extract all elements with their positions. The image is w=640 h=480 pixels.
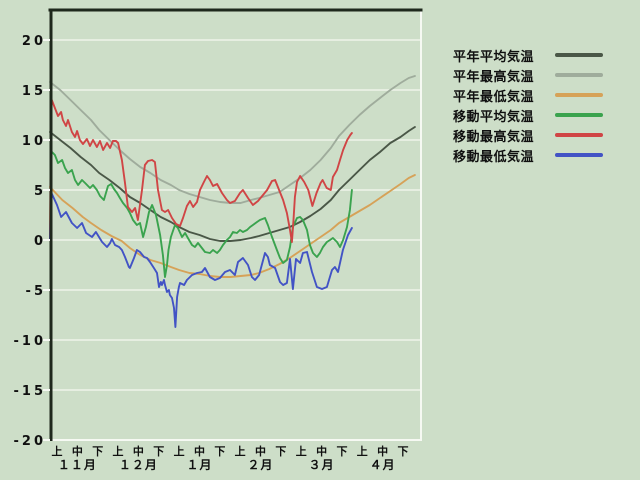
x-period-label: 中 [255,444,266,458]
x-month-label: １２月 [119,458,158,472]
y-axis-label--10: -10 [14,334,47,349]
legend-item-heinen_min: 平年最低気温 [453,85,603,105]
legend-swatch-heinen_max [555,73,603,77]
x-month-label: １月 [186,458,212,472]
legend-swatch-ido_min [555,153,603,157]
x-month-label: ３月 [309,458,335,472]
legend-item-heinen_avg: 平年平均気温 [453,45,603,65]
y-axis-label-5: 5 [34,184,46,199]
series-line-heinen_avg [49,126,416,242]
y-axis-label--5: -5 [26,284,46,299]
x-period-label: 下 [398,445,409,458]
y-axis-label-20: 20 [22,34,46,49]
y-axis-label--15: -15 [14,384,47,399]
legend-swatch-ido_max [555,133,603,137]
x-period-label: 中 [377,444,388,458]
x-period-label: 下 [214,445,225,458]
y-axis-label-0: 0 [34,234,46,249]
x-period-label: 中 [133,444,144,458]
x-period-label: 下 [275,445,286,458]
legend: 平年平均気温 平年最高気温 平年最低気温 移動平均気温 移動最高気温 移動最低気温 [453,45,603,165]
x-period-label: 中 [316,444,327,458]
x-period-label: 下 [336,445,347,458]
x-month-label: １１月 [58,458,97,472]
legend-label-ido_avg: 移動平均気温 [453,109,535,125]
legend-label-ido_max: 移動最高気温 [453,129,535,145]
x-period-label: 中 [194,444,205,458]
x-period-label: 上 [174,444,185,458]
y-axis-label--20: -20 [14,434,47,449]
legend-item-heinen_max: 平年最高気温 [453,65,603,85]
x-period-label: 上 [235,444,246,458]
x-period-label: 上 [113,444,124,458]
x-month-label: ４月 [370,458,396,472]
x-period-label: 上 [357,444,368,458]
series-line-heinen_max [49,75,416,204]
legend-item-ido_avg: 移動平均気温 [453,105,603,125]
legend-item-ido_min: 移動最低気温 [453,145,603,165]
series-line-heinen_min [49,174,416,278]
x-period-label: 下 [153,445,164,458]
legend-swatch-heinen_avg [555,53,603,57]
x-period-label: 中 [72,444,83,458]
x-period-label: 下 [92,445,103,458]
legend-label-heinen_avg: 平年平均気温 [453,49,535,65]
x-period-label: 上 [52,444,63,458]
legend-label-heinen_max: 平年最高気温 [453,69,535,85]
y-axis-label-10: 10 [22,134,46,149]
series-line-ido_max [49,97,353,243]
legend-item-ido_max: 移動最高気温 [453,125,603,145]
legend-label-ido_min: 移動最低気温 [453,149,535,165]
legend-label-heinen_min: 平年最低気温 [453,89,535,105]
legend-swatch-heinen_min [555,93,603,97]
legend-swatch-ido_avg [555,113,603,117]
y-axis-label-15: 15 [22,84,46,99]
series-line-ido_avg [49,150,353,278]
x-month-label: ２月 [248,458,274,472]
series-line-ido_min [49,191,353,328]
x-period-label: 上 [296,444,307,458]
